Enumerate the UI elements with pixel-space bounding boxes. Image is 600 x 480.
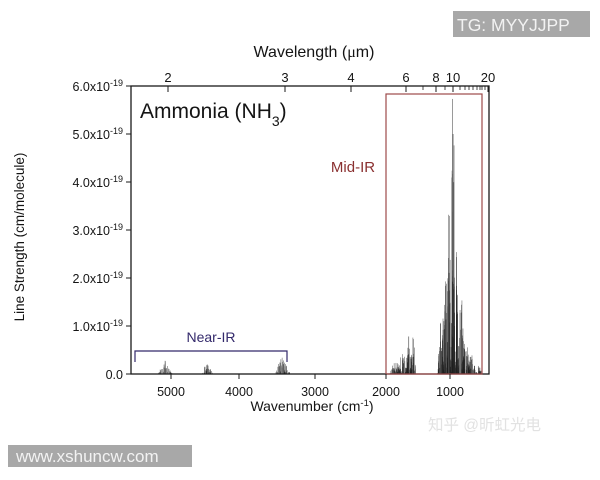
svg-text:2000: 2000 (372, 385, 400, 399)
svg-text:Wavenumber (cm-1): Wavenumber (cm-1) (250, 398, 373, 415)
svg-text:Mid-IR: Mid-IR (331, 159, 375, 176)
svg-text:3000: 3000 (301, 385, 329, 399)
svg-text:2: 2 (164, 70, 171, 85)
svg-text:Line Strength (cm/molecule): Line Strength (cm/molecule) (12, 153, 27, 322)
svg-text:3: 3 (281, 70, 288, 85)
svg-text:8: 8 (432, 70, 439, 85)
svg-text:Near-IR: Near-IR (186, 329, 235, 345)
svg-text:TG: MYYJJPP: TG: MYYJJPP (457, 15, 570, 35)
svg-text:20: 20 (481, 70, 495, 85)
svg-text:Wavelength (μm): Wavelength (μm) (254, 44, 375, 61)
svg-text:www.xshuncw.com: www.xshuncw.com (15, 447, 159, 466)
svg-text:10: 10 (446, 70, 460, 85)
svg-text:0.0: 0.0 (106, 368, 123, 382)
svg-text:4: 4 (347, 70, 354, 85)
svg-text:6: 6 (402, 70, 409, 85)
svg-text:知乎 @昕虹光电: 知乎 @昕虹光电 (428, 416, 541, 434)
svg-text:5000: 5000 (157, 385, 185, 399)
svg-text:4000: 4000 (225, 385, 253, 399)
svg-text:1000: 1000 (436, 385, 464, 399)
